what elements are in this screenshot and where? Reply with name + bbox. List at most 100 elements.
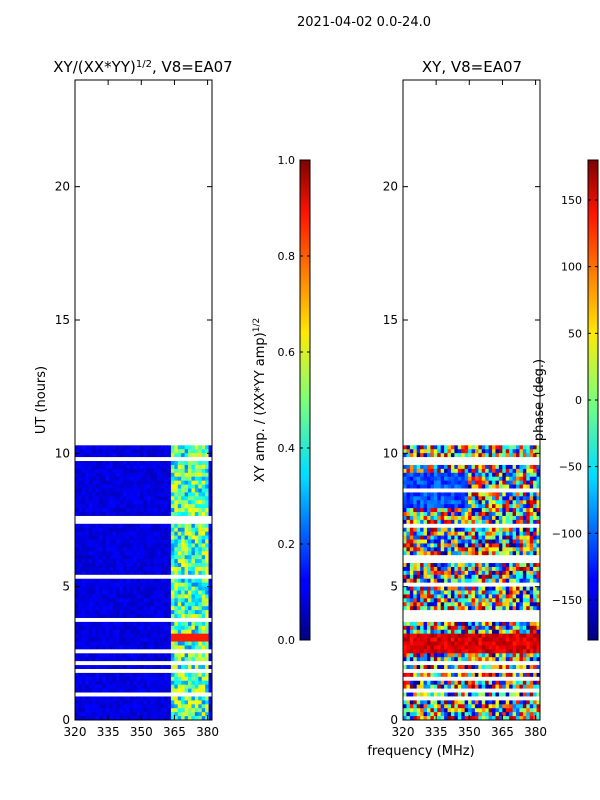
heatmap-cell xyxy=(177,692,182,697)
heatmap-cell xyxy=(461,476,466,482)
heatmap-cell xyxy=(177,657,182,662)
heatmap-cell xyxy=(488,614,493,619)
heatmap-cell xyxy=(420,614,424,619)
heatmap-cell xyxy=(454,563,459,568)
heatmap-cell xyxy=(136,559,141,564)
heatmap-cell xyxy=(75,555,79,560)
heatmap-cell xyxy=(126,535,131,540)
heatmap-cell xyxy=(188,645,192,650)
heatmap-cell xyxy=(133,637,138,642)
heatmap-cell xyxy=(205,610,209,615)
heatmap-cell xyxy=(181,645,185,650)
heatmap-cell xyxy=(105,672,110,678)
heatmap-cell xyxy=(194,614,199,619)
heatmap-cell xyxy=(426,614,431,619)
heatmap-cell xyxy=(454,508,459,513)
heatmap-cell xyxy=(529,625,534,631)
heatmap-cell xyxy=(208,449,213,454)
heatmap-cell xyxy=(146,657,151,662)
heatmap-cell xyxy=(423,496,428,501)
heatmap-cell xyxy=(529,559,534,564)
heatmap-cell xyxy=(516,547,520,552)
heatmap-cell xyxy=(447,515,452,521)
heatmap-cell xyxy=(474,598,479,603)
heatmap-cell xyxy=(440,566,445,572)
heatmap-cell xyxy=(205,629,209,635)
heatmap-cell xyxy=(437,614,442,619)
heatmap-cell xyxy=(433,523,438,529)
heatmap-cell xyxy=(184,704,189,709)
heatmap-cell xyxy=(146,492,151,497)
heatmap-cell xyxy=(433,464,438,470)
heatmap-cell xyxy=(447,519,452,525)
heatmap-cell xyxy=(413,523,418,529)
heatmap-cell xyxy=(495,629,500,635)
heatmap-cell xyxy=(519,649,524,654)
heatmap-cell xyxy=(78,633,83,638)
heatmap-cell xyxy=(160,539,165,544)
heatmap-cell xyxy=(153,668,158,674)
heatmap-cell xyxy=(188,692,192,697)
heatmap-cell xyxy=(423,547,428,552)
heatmap-cell xyxy=(88,633,93,638)
heatmap-cell xyxy=(95,461,100,466)
heatmap-cell xyxy=(437,500,442,505)
heatmap-cell xyxy=(488,551,493,556)
heatmap-cell xyxy=(119,559,124,564)
heatmap-cell xyxy=(208,708,213,713)
heatmap-cell xyxy=(105,468,110,474)
heatmap-cell xyxy=(140,649,144,654)
heatmap-cell xyxy=(406,508,411,513)
heatmap-cell xyxy=(413,480,418,485)
heatmap-cell xyxy=(160,515,165,521)
heatmap-cell xyxy=(98,700,103,705)
heatmap-cell xyxy=(447,602,452,607)
heatmap-cell xyxy=(433,449,438,454)
heatmap-cell xyxy=(181,633,185,638)
heatmap-cell xyxy=(454,457,459,462)
heatmap-cell xyxy=(205,445,209,450)
heatmap-cell xyxy=(174,472,179,478)
heatmap-cell xyxy=(423,519,428,525)
heatmap-cell xyxy=(430,476,435,482)
heatmap-cell xyxy=(164,661,168,666)
heatmap-cell xyxy=(174,488,179,493)
heatmap-cell xyxy=(167,555,172,560)
heatmap-cell xyxy=(188,508,192,513)
heatmap-cell xyxy=(519,527,524,533)
heatmap-cell xyxy=(143,716,148,721)
heatmap-cell xyxy=(92,484,96,489)
heatmap-cell xyxy=(167,661,172,666)
heatmap-cell xyxy=(492,606,496,611)
heatmap-cell xyxy=(122,515,127,521)
heatmap-cell xyxy=(495,574,500,580)
heatmap-cell xyxy=(188,665,192,670)
heatmap-cell xyxy=(170,617,175,623)
heatmap-cell xyxy=(153,680,158,686)
heatmap-cell xyxy=(136,684,141,690)
heatmap-cell xyxy=(512,602,517,607)
heatmap-cell xyxy=(150,531,155,536)
heatmap-cell xyxy=(98,480,103,485)
heatmap-cell xyxy=(205,606,209,611)
heatmap-cell xyxy=(488,543,493,548)
heatmap-cell xyxy=(444,570,448,576)
heatmap-cell xyxy=(153,586,158,591)
heatmap-cell xyxy=(519,445,524,450)
heatmap-cell xyxy=(146,539,151,544)
heatmap-cell xyxy=(413,563,418,568)
heatmap-cell xyxy=(92,692,96,697)
heatmap-cell xyxy=(403,492,407,497)
heatmap-cell xyxy=(105,449,110,454)
heatmap-cell xyxy=(474,645,479,650)
heatmap-cell xyxy=(119,464,124,470)
heatmap-cell xyxy=(208,665,213,670)
heatmap-cell xyxy=(509,594,513,599)
heatmap-cell xyxy=(181,496,185,501)
heatmap-cell xyxy=(461,649,466,654)
heatmap-cell xyxy=(75,559,79,564)
heatmap-cell xyxy=(471,461,476,466)
heatmap-cell xyxy=(129,625,134,631)
heatmap-cell xyxy=(194,574,199,580)
heatmap-cell xyxy=(409,586,414,591)
